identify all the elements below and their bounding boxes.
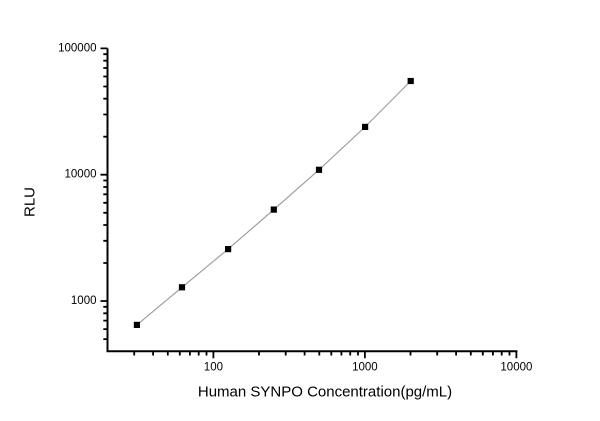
svg-text:100: 100 xyxy=(204,362,223,374)
svg-text:Human SYNPO Concentration(pg/m: Human SYNPO Concentration(pg/mL) xyxy=(198,384,452,401)
svg-text:10000: 10000 xyxy=(500,362,532,374)
svg-text:RLU: RLU xyxy=(22,187,39,217)
svg-text:100000: 100000 xyxy=(58,42,96,54)
svg-text:10000: 10000 xyxy=(65,169,97,181)
svg-text:1000: 1000 xyxy=(71,295,97,307)
svg-text:1000: 1000 xyxy=(352,362,378,374)
